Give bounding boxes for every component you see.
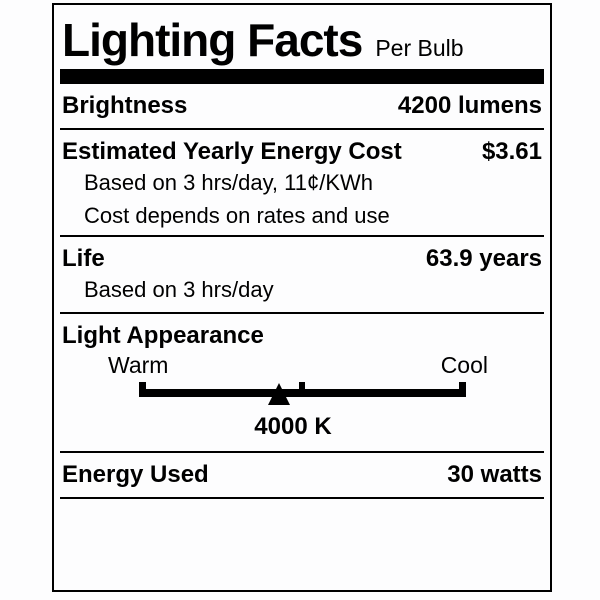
- brightness-row: Brightness 4200 lumens: [60, 84, 544, 130]
- scale-endcap-left: [138, 382, 146, 397]
- energy-used-label: Energy Used: [62, 461, 209, 488]
- cool-label: Cool: [440, 352, 488, 378]
- energy-used-value: 30 watts: [447, 461, 542, 488]
- life-value: 63.9 years: [425, 245, 542, 272]
- scale-mid-tick: [299, 382, 305, 397]
- label-title: Lighting Facts: [62, 14, 363, 66]
- energy-cost-section: Estimated Yearly Energy Cost $3.61 Based…: [60, 130, 544, 237]
- energy-cost-label: Estimated Yearly Energy Cost: [62, 138, 402, 165]
- scale-marker-triangle-icon: [268, 383, 291, 405]
- energy-cost-note-basis: Based on 3 hrs/day, 11¢/KWh: [84, 170, 374, 195]
- life-label: Life: [62, 245, 105, 272]
- energy-used-row: Energy Used 30 watts: [60, 453, 544, 499]
- color-temperature-scale: [138, 382, 466, 408]
- label-subtitle: Per Bulb: [375, 35, 464, 61]
- life-section: Life 63.9 years Based on 3 hrs/day: [60, 237, 544, 314]
- title-row: Lighting Facts Per Bulb: [60, 5, 544, 69]
- energy-cost-row: Estimated Yearly Energy Cost $3.61: [60, 130, 544, 166]
- life-note-basis: Based on 3 hrs/day: [84, 277, 274, 302]
- title-divider-bar: [60, 69, 544, 84]
- brightness-value: 4200 lumens: [397, 92, 542, 119]
- scale-endcap-right: [458, 382, 466, 397]
- warm-label: Warm: [108, 352, 169, 378]
- brightness-label: Brightness: [62, 92, 188, 119]
- life-row: Life 63.9 years: [60, 237, 544, 273]
- energy-cost-note-disclaimer: Cost depends on rates and use: [84, 203, 390, 228]
- light-appearance-heading: Light Appearance: [62, 322, 264, 349]
- lighting-facts-label: Lighting Facts Per Bulb Brightness 4200 …: [52, 3, 552, 592]
- warm-cool-row: Warm Cool: [60, 351, 544, 380]
- energy-cost-value: $3.61: [481, 138, 542, 165]
- light-appearance-section: Light Appearance Warm Cool 4000 K: [60, 314, 544, 453]
- kelvin-value: 4000 K: [254, 413, 332, 440]
